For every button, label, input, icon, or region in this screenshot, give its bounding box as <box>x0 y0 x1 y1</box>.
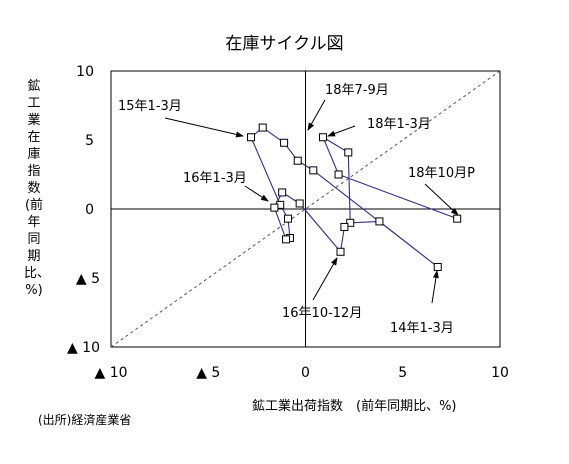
data-point-marker <box>270 203 279 212</box>
data-point-marker <box>278 188 287 197</box>
y-tick-label: 10 <box>76 64 94 80</box>
data-point-marker <box>319 133 328 142</box>
data-point-marker <box>295 199 304 208</box>
annotation-label: 14年1-3月 <box>390 321 454 336</box>
data-point-marker <box>309 166 318 175</box>
annotation-arrow <box>312 257 338 301</box>
plot-frame <box>110 70 501 348</box>
series-layer <box>247 123 462 271</box>
data-point-marker <box>375 217 384 226</box>
data-point-marker <box>334 170 343 179</box>
x-axis-label: 鉱工業出荷指数 (前年同期比、%) <box>252 399 457 414</box>
x-tick-label: 5 <box>398 365 407 381</box>
annotation-arrow <box>164 117 244 138</box>
annotation-arrow <box>327 125 356 137</box>
annotation-layer: 15年1-3月 18年7-9月 18年1-3月 16年1-3月 18年10月P 16年10… <box>118 83 475 336</box>
data-point-marker <box>336 247 345 256</box>
annotation-label: 15年1-3月 <box>118 99 182 114</box>
data-point-marker <box>340 222 349 231</box>
annotation-label: 16年10-12月 <box>282 306 362 321</box>
annotation-arrow <box>431 270 439 304</box>
data-point-marker <box>453 214 462 223</box>
annotation-label: 18年7-9月 <box>325 83 389 98</box>
data-point-marker <box>280 138 289 147</box>
y-tick-label: ▲ 5 <box>76 271 100 287</box>
data-point-marker <box>433 262 442 271</box>
x-tick-label: ▲ 5 <box>196 365 220 381</box>
data-point-marker <box>258 123 267 132</box>
y-tick-label: 5 <box>85 133 94 149</box>
x-tick-label: ▲ 10 <box>94 365 127 381</box>
data-point-marker <box>282 235 291 244</box>
data-point-marker <box>247 133 256 142</box>
x-tick-label: 0 <box>301 365 310 381</box>
annotation-arrow <box>307 99 326 131</box>
data-point-marker <box>346 218 355 227</box>
annotation-label: 18年10月P <box>408 166 475 181</box>
data-point-marker <box>344 148 353 157</box>
annotation-arrow <box>244 185 269 202</box>
chart-title: 在庫サイクル図 <box>225 34 344 54</box>
x-tick-label: 10 <box>491 365 509 381</box>
reference-45deg-line <box>110 70 501 348</box>
tick-labels: 10 5 0 ▲ 5 ▲ 10 ▲ 10 ▲ 5 0 5 10 <box>67 64 509 381</box>
data-point-marker <box>283 214 292 223</box>
data-point-marker <box>293 156 302 165</box>
y-tick-label: ▲ 10 <box>67 340 100 356</box>
y-tick-label: 0 <box>85 202 94 218</box>
y-axis-label: 鉱工業在庫指数 (前年同期比、%) <box>24 79 54 298</box>
series-line <box>250 126 458 268</box>
annotation-arrow <box>424 183 459 216</box>
annotation-label: 16年1-3月 <box>183 171 247 186</box>
source-note: (出所)経済産業省 <box>38 413 132 427</box>
annotation-label: 18年1-3月 <box>367 117 431 132</box>
